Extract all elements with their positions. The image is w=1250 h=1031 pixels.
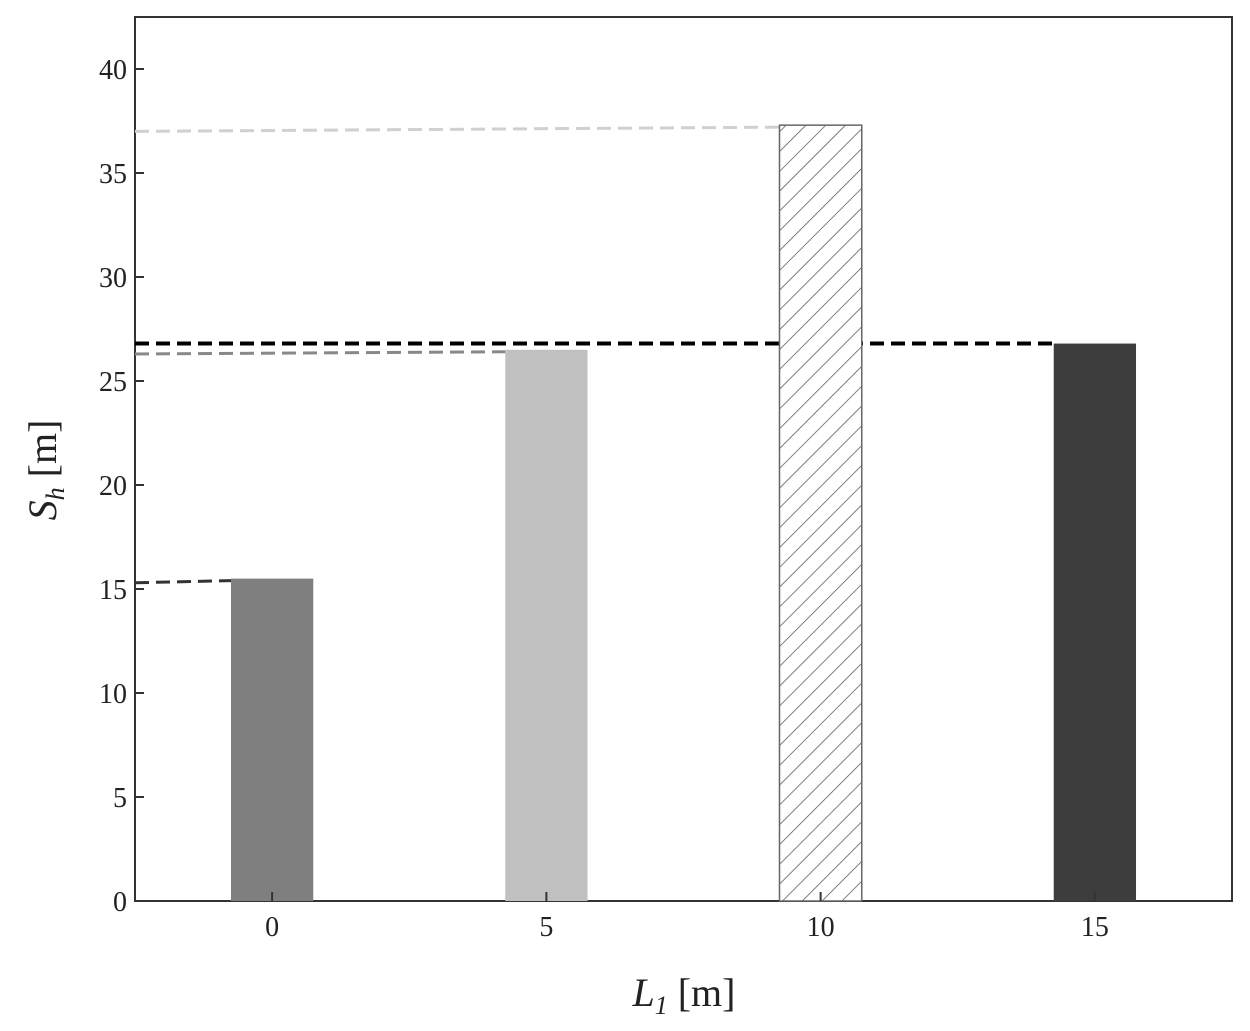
y-tick-label: 15 — [99, 575, 127, 606]
y-axis-ticks: 0 5 10 15 20 25 30 35 40 — [99, 55, 144, 918]
x-tick-label: 15 — [1081, 912, 1109, 943]
y-tick-label: 10 — [99, 679, 127, 710]
y-axis-label: Sh[m] — [20, 420, 70, 521]
reference-line-0 — [134, 579, 232, 585]
y-tick-label: 25 — [99, 367, 127, 398]
y-tick-label: 5 — [113, 783, 127, 814]
x-axis-label: L1 [m] — [631, 970, 735, 1020]
bar-0 — [230, 578, 314, 901]
reference-line-5 — [134, 350, 506, 356]
x-tick-label: 0 — [265, 912, 279, 943]
y-tick-label: 20 — [99, 471, 127, 502]
bar-10 — [778, 124, 863, 902]
bar-15 — [1053, 343, 1137, 901]
bar-5 — [505, 349, 588, 901]
x-tick-label: 5 — [539, 912, 553, 943]
y-tick-label: 0 — [113, 887, 127, 918]
x-axis-ticks: 0 5 10 15 — [265, 892, 1109, 943]
y-tick-label: 40 — [99, 55, 127, 86]
plot-frame — [134, 16, 1233, 902]
y-tick-label: 30 — [99, 263, 127, 294]
reference-lines — [134, 125, 1054, 585]
x-tick-label: 10 — [807, 912, 835, 943]
reference-line-10 — [134, 125, 780, 133]
y-tick-label: 35 — [99, 159, 127, 190]
bars-group — [230, 124, 1137, 902]
